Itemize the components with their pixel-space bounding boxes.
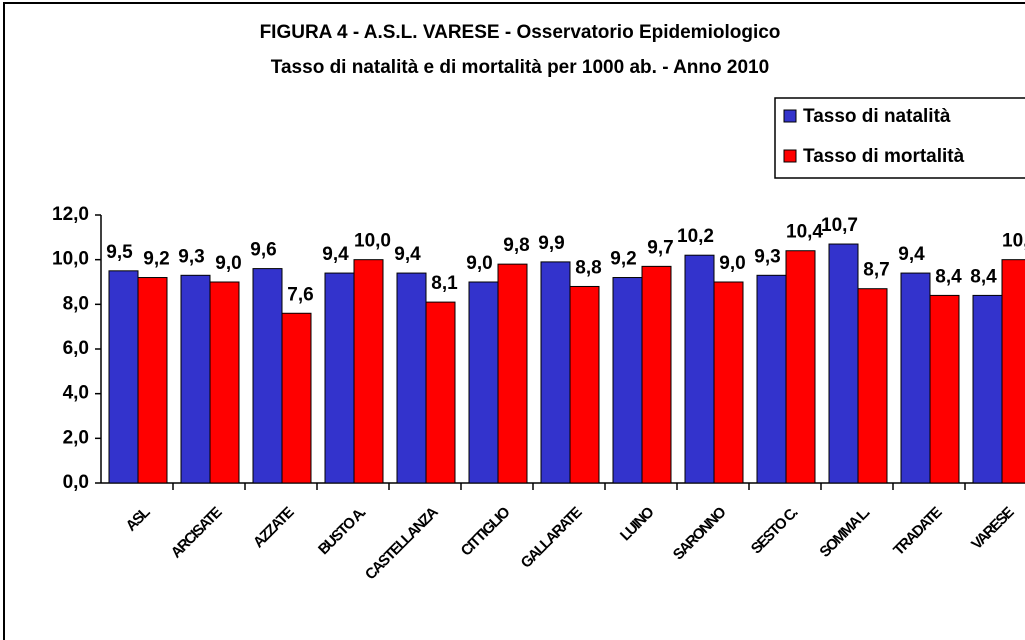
bar bbox=[1001, 259, 1025, 484]
value-label: 9,6 bbox=[250, 240, 276, 261]
value-label: 7,6 bbox=[287, 284, 313, 305]
bar bbox=[468, 281, 499, 484]
bar bbox=[929, 294, 960, 484]
y-tick-label: 2,0 bbox=[63, 427, 89, 448]
value-label: 9,2 bbox=[610, 249, 636, 270]
value-label: 8,4 bbox=[935, 266, 962, 287]
bar bbox=[569, 285, 600, 484]
y-tick-label: 8,0 bbox=[63, 293, 89, 314]
value-label: 9,9 bbox=[538, 233, 564, 254]
value-label: 9,4 bbox=[322, 244, 349, 265]
y-tick-label: 6,0 bbox=[63, 338, 89, 359]
bar bbox=[252, 268, 283, 484]
value-label: 9,2 bbox=[143, 249, 169, 270]
bar bbox=[641, 265, 672, 484]
bar bbox=[857, 288, 888, 484]
value-label: 9,5 bbox=[106, 242, 133, 263]
legend bbox=[774, 97, 1025, 179]
value-label: 9,4 bbox=[394, 244, 421, 265]
bar bbox=[785, 250, 816, 484]
value-label: 8,7 bbox=[863, 260, 889, 281]
value-label: 9,3 bbox=[754, 246, 780, 267]
value-label: 8,8 bbox=[575, 257, 601, 278]
bar bbox=[281, 312, 312, 484]
legend-label: Tasso di mortalità bbox=[803, 146, 965, 167]
bar bbox=[180, 274, 211, 484]
value-label: 8,1 bbox=[431, 273, 458, 294]
value-label: 9,3 bbox=[178, 246, 204, 267]
value-label: 10,4 bbox=[786, 222, 823, 243]
y-tick-label: 4,0 bbox=[63, 383, 89, 404]
y-tick-label: 12,0 bbox=[52, 204, 89, 225]
value-label: 10,0 bbox=[1002, 231, 1025, 252]
bar bbox=[828, 243, 859, 484]
bar bbox=[972, 294, 1003, 484]
bar bbox=[324, 272, 355, 484]
value-label: 8,4 bbox=[970, 266, 997, 287]
bar bbox=[540, 261, 571, 484]
bar bbox=[353, 259, 384, 484]
chart-title: FIGURA 4 - A.S.L. VARESE - Osservatorio … bbox=[260, 22, 781, 43]
value-label: 9,0 bbox=[466, 253, 492, 274]
legend-label: Tasso di natalità bbox=[803, 106, 951, 127]
legend-swatch bbox=[783, 149, 797, 163]
value-label: 9,8 bbox=[503, 235, 529, 256]
bar bbox=[137, 277, 168, 484]
y-tick-label: 10,0 bbox=[52, 249, 89, 270]
value-label: 9,0 bbox=[719, 253, 745, 274]
bar bbox=[684, 254, 715, 484]
legend-swatch bbox=[783, 109, 797, 123]
value-label: 10,7 bbox=[821, 215, 858, 236]
value-label: 9,0 bbox=[215, 253, 241, 274]
bar bbox=[713, 281, 744, 484]
value-label: 9,4 bbox=[898, 244, 925, 265]
bar bbox=[209, 281, 240, 484]
bar bbox=[900, 272, 931, 484]
bar bbox=[108, 270, 139, 484]
bar bbox=[497, 263, 528, 484]
bar bbox=[396, 272, 427, 484]
value-label: 10,2 bbox=[677, 226, 714, 247]
value-label: 10,0 bbox=[354, 231, 391, 252]
bar bbox=[612, 277, 643, 484]
value-label: 9,7 bbox=[647, 237, 673, 258]
bar bbox=[425, 301, 456, 484]
chart-subtitle: Tasso di natalità e di mortalità per 100… bbox=[271, 57, 769, 78]
y-tick-label: 0,0 bbox=[63, 472, 89, 493]
bar bbox=[756, 274, 787, 484]
